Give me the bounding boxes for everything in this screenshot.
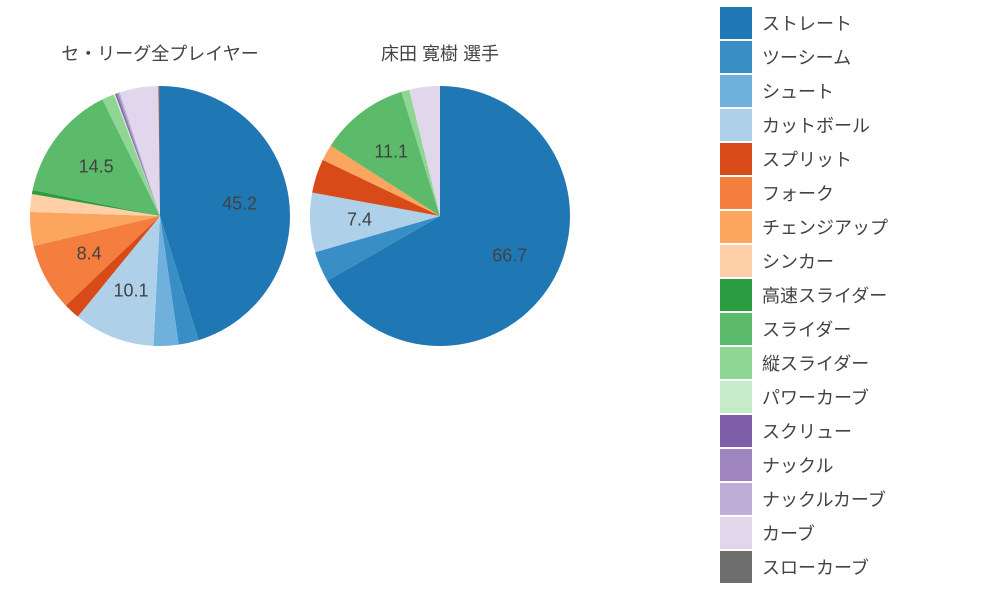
legend-label: チェンジアップ [762,214,888,240]
legend-swatch [720,75,752,107]
legend-item: ナックルカーブ [720,482,1000,516]
legend-swatch [720,415,752,447]
charts-area: セ・リーグ全プレイヤー 45.2 10.1 8.4 14.5 床田 寛樹 選手 66.7 7.… [0,0,570,600]
chart-title: 床田 寛樹 選手 [381,40,499,66]
legend-item: スライダー [720,312,1000,346]
legend-swatch [720,177,752,209]
chart-title: セ・リーグ全プレイヤー [61,40,258,66]
legend-item: ストレート [720,6,1000,40]
legend-swatch [720,245,752,277]
pie-slice-label: 10.1 [114,281,149,302]
legend: ストレートツーシームシュートカットボールスプリットフォークチェンジアップシンカー… [720,0,1000,584]
legend-swatch [720,41,752,73]
legend-swatch [720,483,752,515]
pie-holder: 66.7 7.4 11.1 [310,86,570,351]
legend-item: カットボール [720,108,1000,142]
legend-swatch [720,551,752,583]
legend-item: フォーク [720,176,1000,210]
legend-item: 縦スライダー [720,346,1000,380]
legend-label: ツーシーム [762,44,851,70]
legend-label: シンカー [762,248,834,274]
legend-label: ナックルカーブ [762,486,886,512]
legend-label: スローカーブ [762,554,869,580]
legend-swatch [720,109,752,141]
legend-label: 縦スライダー [762,350,869,376]
chart-container: セ・リーグ全プレイヤー 45.2 10.1 8.4 14.5 床田 寛樹 選手 66.7 7.… [0,0,1000,600]
legend-item: ツーシーム [720,40,1000,74]
legend-item: パワーカーブ [720,380,1000,414]
pie-slice-label: 14.5 [79,156,114,177]
legend-swatch [720,279,752,311]
legend-label: スプリット [762,146,852,172]
legend-swatch [720,449,752,481]
legend-swatch [720,7,752,39]
chart-block: セ・リーグ全プレイヤー 45.2 10.1 8.4 14.5 [30,40,290,600]
pie-slice-label: 7.4 [347,210,372,231]
legend-label: シュート [762,78,834,104]
legend-label: カーブ [762,520,815,546]
legend-swatch [720,143,752,175]
legend-item: シュート [720,74,1000,108]
legend-label: ストレート [762,10,852,36]
legend-item: スローカーブ [720,550,1000,584]
legend-item: スクリュー [720,414,1000,448]
pie-holder: 45.2 10.1 8.4 14.5 [30,86,290,351]
pie-slice-label: 45.2 [222,193,257,214]
legend-label: 高速スライダー [762,282,887,308]
legend-swatch [720,313,752,345]
legend-item: シンカー [720,244,1000,278]
pie-chart [30,86,290,346]
legend-item: スプリット [720,142,1000,176]
pie-slice-label: 8.4 [77,244,102,265]
legend-item: ナックル [720,448,1000,482]
legend-label: フォーク [762,180,834,206]
legend-swatch [720,517,752,549]
legend-label: スライダー [762,316,851,342]
legend-label: パワーカーブ [762,384,869,410]
legend-item: カーブ [720,516,1000,550]
chart-block: 床田 寛樹 選手 66.7 7.4 11.1 [310,40,570,600]
legend-swatch [720,381,752,413]
legend-swatch [720,347,752,379]
pie-slice-label: 66.7 [492,246,527,267]
legend-label: カットボール [762,112,870,138]
pie-slice-label: 11.1 [374,141,408,162]
legend-label: スクリュー [762,418,852,444]
legend-item: 高速スライダー [720,278,1000,312]
legend-item: チェンジアップ [720,210,1000,244]
legend-swatch [720,211,752,243]
legend-label: ナックル [762,452,833,478]
